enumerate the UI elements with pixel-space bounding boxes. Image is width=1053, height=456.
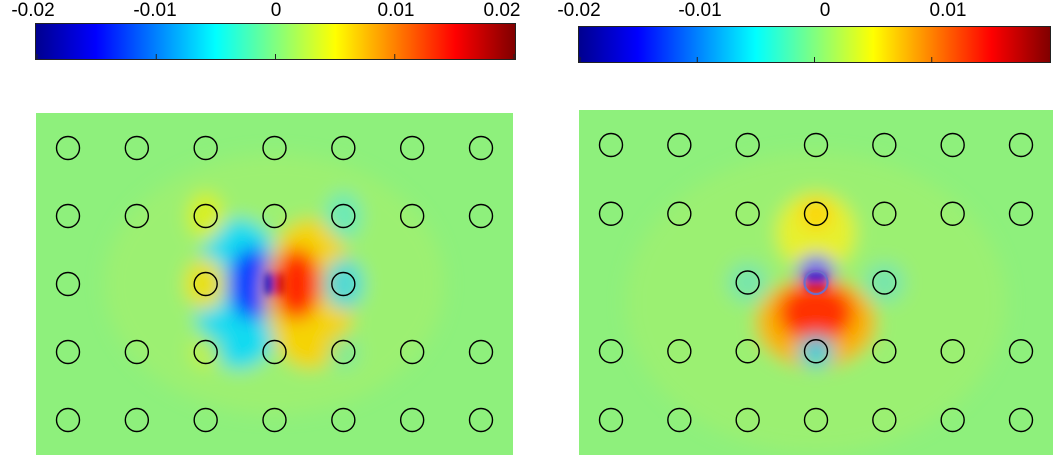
lattice-rod — [262, 135, 287, 161]
field-intensity-layer — [626, 152, 1006, 453]
lattice-rod — [55, 271, 81, 297]
lattice-rod — [940, 201, 965, 226]
lattice-rod — [55, 339, 81, 365]
lattice-rod — [735, 407, 760, 433]
lattice-rod — [193, 339, 218, 365]
lattice-rod — [1008, 339, 1034, 364]
lattice-rod — [331, 339, 356, 365]
right-colorbar-tick-label: -0.02 — [557, 0, 601, 21]
field-lobe — [776, 192, 856, 273]
lattice-rod — [803, 339, 829, 364]
lattice-rod — [1008, 132, 1034, 158]
lattice-rod — [193, 407, 218, 433]
colorbar-gradient — [36, 24, 515, 59]
lattice-rod — [667, 339, 692, 364]
lattice-rod — [940, 339, 965, 364]
left-colorbar-tick-label: -0.02 — [11, 0, 55, 21]
lattice-rod — [399, 339, 425, 365]
defect-core-layer — [265, 274, 284, 294]
lattice-rod — [872, 407, 897, 433]
lattice-rod — [803, 132, 829, 158]
lattice-rod — [468, 203, 494, 229]
lattice-rod — [803, 201, 829, 226]
lattice-rod — [399, 203, 425, 229]
field-lobe — [187, 192, 224, 240]
lattice-rod — [872, 270, 897, 295]
lattice-rod — [331, 135, 356, 161]
lattice-rod — [468, 339, 494, 365]
colorbar-gradient — [579, 27, 1050, 62]
lattice-rod — [262, 339, 287, 365]
lattice-rod — [598, 339, 624, 364]
lattice-rod — [399, 407, 425, 433]
lattice-rod — [667, 201, 692, 226]
right-colorbar-tick-label: 0 — [819, 0, 831, 21]
defect-core-negative — [806, 274, 826, 281]
field-lobe — [727, 262, 768, 303]
lattice-rod — [872, 201, 897, 226]
lattice-rod — [940, 132, 965, 158]
lattice-rod — [468, 407, 494, 433]
defect-rod — [803, 269, 829, 296]
field-lobe — [323, 258, 364, 310]
field-lobe — [185, 258, 226, 310]
lattice-rod — [124, 407, 150, 433]
left-field-map — [36, 113, 513, 455]
left-figure: -0.02 -0.01 0 0.01 0.02 — [11, 0, 521, 455]
lattice-rod — [262, 203, 287, 229]
lattice-rod — [735, 270, 760, 295]
lattice-rod — [872, 339, 897, 364]
lattice-rod — [872, 132, 897, 158]
lattice-rod — [193, 271, 218, 297]
left-colorbar-tick-label: -0.01 — [133, 0, 177, 21]
lattice-rod — [735, 201, 760, 226]
lattice-rod — [193, 203, 218, 229]
lattice-rod — [262, 407, 287, 433]
field-lobe — [864, 262, 905, 303]
lattice-rod — [124, 203, 150, 229]
left-colorbar-tick-label: 0.01 — [377, 0, 415, 21]
lattice-rod — [124, 135, 150, 161]
lattice-rod — [331, 271, 356, 297]
right-colorbar-tick-label: 0.01 — [929, 0, 967, 21]
right-colorbar — [578, 26, 1051, 63]
right-field-map — [579, 110, 1053, 455]
lattice-rod — [55, 135, 81, 161]
lattice-rod — [735, 132, 760, 158]
lattice-rod — [399, 135, 425, 161]
lattice-rod — [55, 203, 81, 229]
lattice-rod — [124, 339, 150, 365]
right-colorbar-tick-label: -0.01 — [678, 0, 722, 21]
lattice-rod — [667, 407, 692, 433]
field-intensity-layer — [104, 154, 445, 414]
lattice-rod — [193, 135, 218, 161]
field-lobe — [228, 248, 277, 320]
lattice-rod — [331, 203, 356, 229]
defect-core-positive — [276, 274, 284, 294]
right-figure: -0.02 -0.01 0 0.01 — [548, 0, 1053, 456]
field-lobe — [778, 282, 854, 343]
lattice-rod — [55, 407, 81, 433]
lattice-rod — [735, 339, 760, 364]
lattice-rod — [803, 407, 829, 433]
lattice-rod — [598, 132, 624, 158]
lattice-rod — [598, 407, 624, 433]
lattice-rod — [667, 132, 692, 158]
left-colorbar-tick-label: 0.02 — [483, 0, 521, 21]
field-lobe — [325, 192, 362, 240]
left-colorbar-tick-label: 0 — [270, 0, 282, 21]
defect-core-layer — [806, 274, 826, 291]
field-lobe — [272, 248, 321, 320]
lattice-rod — [468, 135, 494, 161]
lattice-rod — [331, 407, 356, 433]
lattice-rod — [1008, 201, 1034, 226]
lattice-rod — [598, 201, 624, 226]
defect-core-positive — [806, 284, 826, 291]
left-colorbar — [35, 23, 516, 60]
lattice-rod — [1008, 407, 1034, 433]
lattice-rod — [940, 407, 965, 433]
defect-core-negative — [265, 274, 273, 294]
